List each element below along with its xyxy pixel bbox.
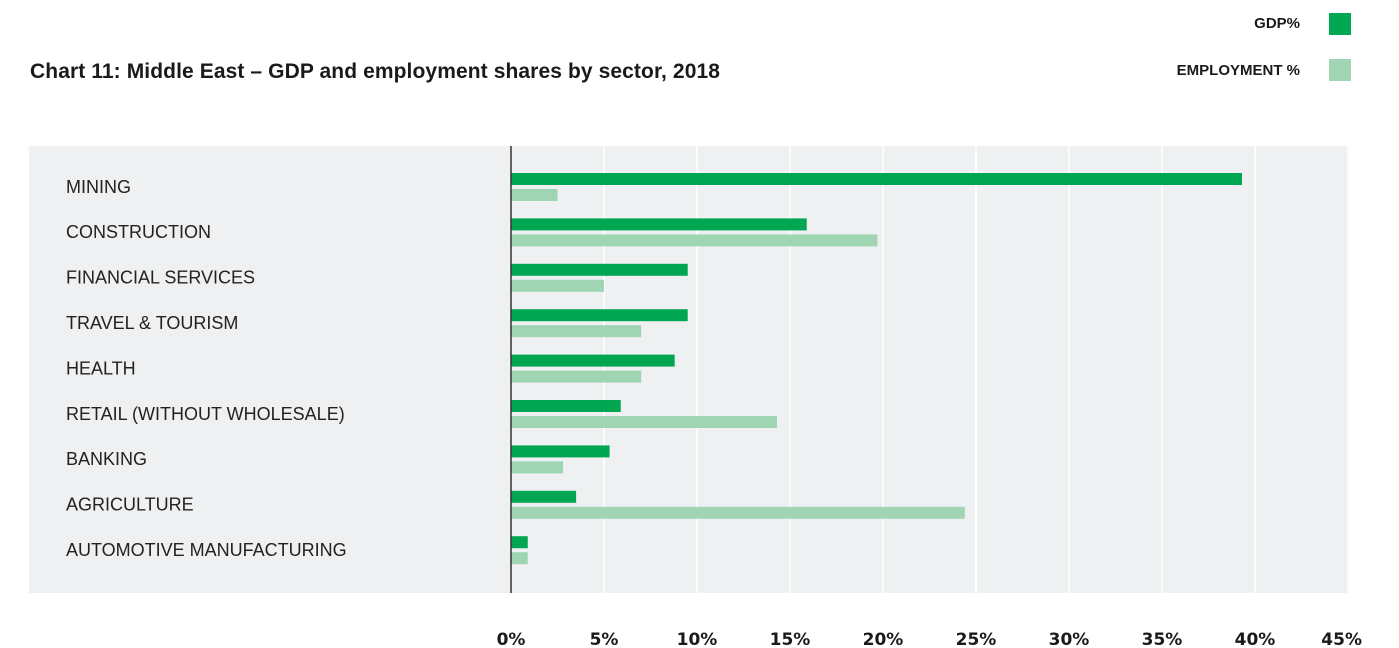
category-label-4: HEALTH [66, 358, 136, 378]
bar-gdp-0 [511, 173, 1242, 185]
bar-gdp-6 [511, 445, 610, 458]
bar-employment-3 [511, 325, 642, 338]
category-label-6: BANKING [66, 449, 147, 469]
bar-gdp-1 [511, 218, 807, 231]
category-label-7: AGRICULTURE [66, 495, 194, 515]
category-label-8: AUTOMOTIVE MANUFACTURING [66, 540, 347, 560]
legend-swatch-gdp [1329, 13, 1351, 35]
category-label-2: FINANCIAL SERVICES [66, 268, 255, 288]
bar-gdp-4 [511, 354, 675, 367]
bar-employment-2 [511, 279, 604, 292]
bar-gdp-5 [511, 400, 621, 412]
legend-label-employment: EMPLOYMENT % [1176, 62, 1300, 79]
chart-title: Chart 11: Middle East – GDP and employme… [30, 60, 721, 83]
x-tick-label-5: 5% [590, 630, 619, 648]
bar-gdp-2 [511, 263, 688, 276]
bar-employment-1 [511, 234, 878, 247]
x-tick-label-15: 15% [770, 630, 811, 648]
x-tick-label-30: 30% [1049, 630, 1090, 648]
bar-gdp-3 [511, 309, 688, 322]
legend-swatch-employment [1329, 59, 1351, 81]
bar-employment-6 [511, 461, 564, 474]
category-label-3: TRAVEL & TOURISM [66, 313, 238, 333]
bar-gdp-7 [511, 490, 577, 503]
x-tick-label-40: 40% [1235, 630, 1276, 648]
legend-label-gdp: GDP% [1254, 15, 1300, 32]
bar-employment-7 [511, 506, 965, 519]
bar-employment-8 [511, 552, 528, 565]
x-tick-label-25: 25% [956, 630, 997, 648]
category-label-1: CONSTRUCTION [66, 222, 211, 242]
x-tick-label-45: 45% [1321, 630, 1362, 648]
category-label-0: MINING [66, 177, 131, 197]
x-tick-label-35: 35% [1142, 630, 1183, 648]
bar-employment-5 [511, 416, 777, 428]
bar-employment-4 [511, 370, 642, 383]
x-tick-label-10: 10% [677, 630, 718, 648]
x-tick-label-0: 0% [497, 630, 526, 648]
bar-gdp-8 [511, 536, 528, 549]
category-label-5: RETAIL (WITHOUT WHOLESALE) [66, 404, 345, 424]
x-tick-label-20: 20% [863, 630, 904, 648]
bar-employment-0 [511, 189, 558, 201]
